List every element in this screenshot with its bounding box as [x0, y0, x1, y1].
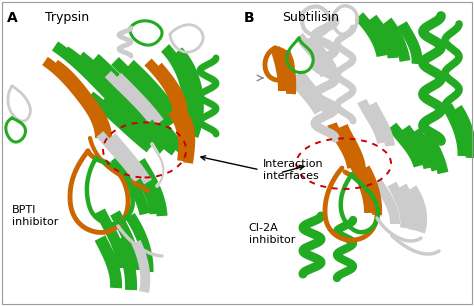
Text: A: A: [7, 11, 18, 25]
Polygon shape: [145, 58, 183, 114]
Polygon shape: [109, 133, 152, 184]
Polygon shape: [52, 41, 129, 115]
Polygon shape: [421, 131, 448, 174]
Polygon shape: [383, 18, 410, 62]
Polygon shape: [42, 57, 105, 138]
Polygon shape: [136, 158, 167, 216]
Polygon shape: [87, 91, 154, 152]
Polygon shape: [410, 128, 442, 172]
Polygon shape: [452, 105, 474, 159]
Polygon shape: [131, 240, 150, 293]
Text: Interaction
interfaces: Interaction interfaces: [263, 159, 324, 181]
Polygon shape: [111, 155, 150, 215]
Polygon shape: [113, 237, 137, 290]
Polygon shape: [161, 44, 193, 135]
Polygon shape: [154, 63, 188, 116]
Polygon shape: [95, 208, 128, 268]
Polygon shape: [355, 12, 387, 57]
Polygon shape: [126, 60, 187, 129]
Polygon shape: [281, 49, 296, 94]
Polygon shape: [338, 124, 366, 170]
Polygon shape: [62, 47, 139, 120]
Polygon shape: [388, 182, 410, 229]
Polygon shape: [97, 131, 142, 182]
Text: Subtilisin: Subtilisin: [282, 11, 339, 24]
Polygon shape: [442, 103, 468, 156]
Text: Trypsin: Trypsin: [45, 11, 89, 24]
Polygon shape: [367, 102, 395, 147]
Polygon shape: [121, 97, 178, 155]
Polygon shape: [367, 15, 399, 58]
Polygon shape: [361, 166, 382, 215]
Polygon shape: [283, 68, 323, 114]
Polygon shape: [373, 178, 400, 224]
Polygon shape: [115, 73, 164, 125]
Polygon shape: [398, 184, 419, 231]
Polygon shape: [111, 57, 176, 127]
Polygon shape: [388, 123, 424, 167]
Polygon shape: [123, 155, 161, 214]
Polygon shape: [295, 70, 333, 116]
Polygon shape: [401, 125, 434, 169]
Polygon shape: [126, 213, 154, 272]
Polygon shape: [95, 235, 122, 288]
Text: BPTI
inhibitor: BPTI inhibitor: [12, 205, 58, 226]
Polygon shape: [351, 164, 374, 213]
Polygon shape: [174, 47, 204, 138]
Text: B: B: [244, 11, 254, 25]
Polygon shape: [270, 46, 288, 91]
Polygon shape: [305, 35, 340, 79]
Polygon shape: [328, 122, 357, 169]
Polygon shape: [408, 185, 427, 233]
Polygon shape: [101, 94, 167, 154]
Text: CI-2A
inhibitor: CI-2A inhibitor: [249, 223, 295, 245]
Polygon shape: [178, 110, 195, 164]
Polygon shape: [52, 60, 112, 141]
Polygon shape: [139, 102, 191, 158]
Polygon shape: [168, 108, 188, 162]
Polygon shape: [91, 54, 162, 126]
Polygon shape: [295, 33, 330, 77]
Polygon shape: [110, 210, 140, 270]
Polygon shape: [357, 99, 387, 144]
Polygon shape: [105, 71, 155, 123]
Polygon shape: [77, 52, 152, 124]
Polygon shape: [397, 21, 423, 65]
